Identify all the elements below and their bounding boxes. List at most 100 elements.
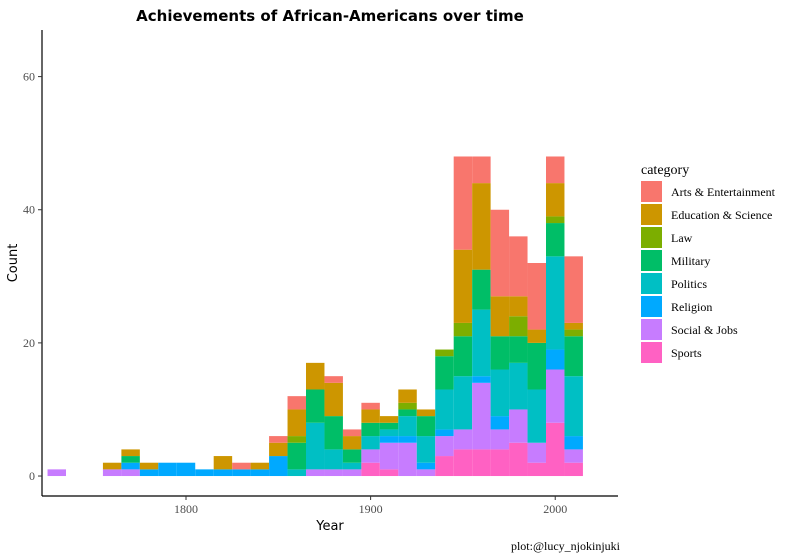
bar-segment <box>287 442 306 470</box>
bar-segment <box>250 462 270 470</box>
bar-segment <box>490 369 510 417</box>
bar-segment <box>398 402 417 410</box>
bar-segment <box>121 469 140 477</box>
bar-segment <box>453 336 473 377</box>
bar-segment <box>509 442 528 477</box>
bar-segment <box>379 416 399 423</box>
bar-segment <box>379 429 399 437</box>
bar-segment <box>306 422 325 470</box>
bar-segment <box>546 256 565 350</box>
legend: category Arts & Entertainment Education &… <box>641 163 776 363</box>
bar-segment <box>490 416 510 430</box>
bar-segment <box>416 436 436 463</box>
legend-label: Social & Jobs <box>671 323 738 337</box>
bar-segment <box>195 469 214 477</box>
y-tick-label: 60 <box>23 70 35 84</box>
legend-label: Military <box>671 254 710 268</box>
caption: plot:@lucy_njokinjuki <box>511 539 621 553</box>
y-tick-label: 40 <box>23 203 35 217</box>
bar-segment <box>213 456 233 470</box>
bar-segment <box>139 462 159 470</box>
bar-segment <box>102 462 122 470</box>
y-tick-label: 0 <box>29 469 35 483</box>
bar-segment <box>361 402 380 410</box>
legend-label: Law <box>671 231 693 245</box>
legend-swatch <box>641 296 662 317</box>
bar-segment <box>546 349 565 370</box>
bar-segment <box>546 223 565 257</box>
bar-segment <box>472 449 491 477</box>
bar-segment <box>490 209 510 297</box>
bar-segment <box>342 429 362 437</box>
bar-segment <box>324 376 343 383</box>
bar-segment <box>527 263 546 330</box>
bar-segment <box>121 456 140 463</box>
bar-segment <box>509 362 528 410</box>
bar-segment <box>379 442 399 470</box>
bar-segment <box>361 436 380 450</box>
bar-segment <box>398 389 417 403</box>
bar-segment <box>564 336 583 377</box>
bar-segment <box>490 449 510 477</box>
bar-segment <box>232 469 251 477</box>
bar-segment <box>490 296 510 337</box>
bars <box>47 156 583 477</box>
bar-segment <box>342 436 362 450</box>
bar-segment <box>47 469 66 477</box>
bar-segment <box>324 469 343 477</box>
chart-title: Achievements of African-Americans over t… <box>136 7 524 25</box>
bar-segment <box>546 422 565 477</box>
bar-segment <box>232 462 251 470</box>
bar-segment <box>435 436 454 457</box>
legend-label: Politics <box>671 277 707 291</box>
bar-segment <box>564 436 583 450</box>
bar-segment <box>287 409 306 437</box>
x-tick-label: 1900 <box>359 502 383 516</box>
bar-segment <box>398 416 417 437</box>
bar-segment <box>564 322 583 330</box>
bar-segment <box>342 469 362 477</box>
legend-swatch <box>641 204 662 225</box>
bar-segment <box>453 429 473 450</box>
x-axis-label: Year <box>315 519 344 534</box>
bar-segment <box>453 156 473 250</box>
bar-segment <box>416 462 436 470</box>
bar-segment <box>176 462 196 477</box>
bar-segment <box>416 469 436 477</box>
bar-segment <box>416 409 436 417</box>
bar-segment <box>324 416 343 450</box>
y-ticks: 0 20 40 60 <box>23 70 42 483</box>
legend-title: category <box>641 163 689 178</box>
bar-segment <box>102 469 122 477</box>
bar-segment <box>379 469 399 477</box>
bar-segment <box>435 456 454 477</box>
bar-segment <box>546 216 565 224</box>
bar-segment <box>564 329 583 337</box>
bar-segment <box>490 336 510 370</box>
bar-segment <box>472 269 491 310</box>
bar-segment <box>527 389 546 443</box>
bar-segment <box>398 409 417 417</box>
legend-swatch <box>641 273 662 294</box>
bar-segment <box>564 449 583 463</box>
legend-label: Education & Science <box>671 208 772 222</box>
legend-swatch <box>641 250 662 271</box>
bar-segment <box>287 436 306 443</box>
bar-segment <box>287 469 306 477</box>
bar-segment <box>287 396 306 410</box>
bar-segment <box>158 462 177 477</box>
legend-label: Sports <box>671 346 702 360</box>
bar-segment <box>509 296 528 317</box>
bar-segment <box>527 329 546 343</box>
legend-swatch <box>641 227 662 248</box>
bar-segment <box>379 436 399 443</box>
bar-segment <box>490 429 510 450</box>
x-tick-label: 1800 <box>174 502 198 516</box>
legend-swatch <box>641 181 662 202</box>
bar-segment <box>453 249 473 323</box>
bar-segment <box>546 183 565 217</box>
y-axis-label: Count <box>6 244 21 283</box>
bar-segment <box>472 183 491 270</box>
y-tick-label: 20 <box>23 336 35 350</box>
